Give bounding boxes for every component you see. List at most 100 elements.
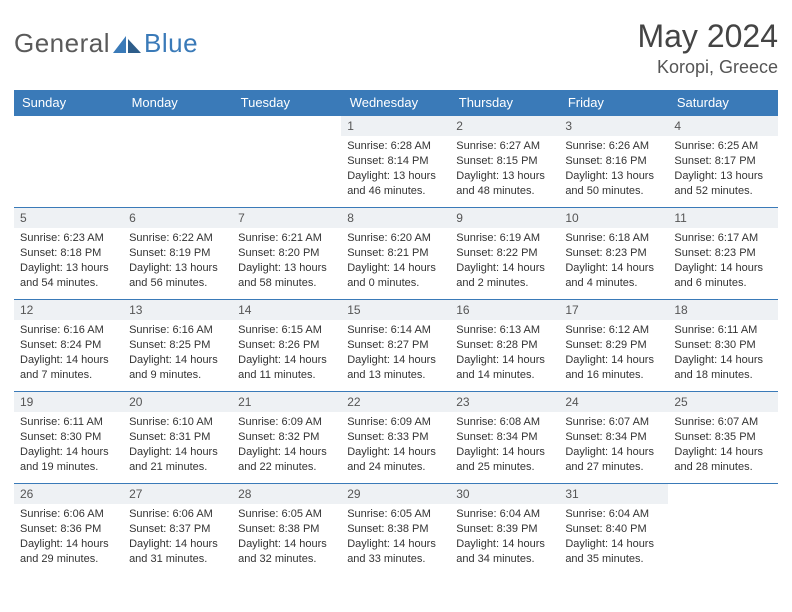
day-info: Sunrise: 6:28 AMSunset: 8:14 PMDaylight:…	[341, 136, 450, 204]
weekday-header: Thursday	[450, 90, 559, 116]
day-number: 12	[14, 300, 123, 320]
day-number: 23	[450, 392, 559, 412]
calendar-cell-empty	[14, 116, 123, 208]
calendar-cell: 27Sunrise: 6:06 AMSunset: 8:37 PMDayligh…	[123, 484, 232, 576]
day-number: 10	[559, 208, 668, 228]
day-info: Sunrise: 6:21 AMSunset: 8:20 PMDaylight:…	[232, 228, 341, 296]
logo-text-a: General	[14, 28, 110, 59]
calendar-row: 26Sunrise: 6:06 AMSunset: 8:36 PMDayligh…	[14, 484, 778, 576]
day-info: Sunrise: 6:09 AMSunset: 8:32 PMDaylight:…	[232, 412, 341, 480]
calendar-cell: 14Sunrise: 6:15 AMSunset: 8:26 PMDayligh…	[232, 300, 341, 392]
day-number: 8	[341, 208, 450, 228]
day-number: 4	[668, 116, 777, 136]
month-title: May 2024	[637, 18, 778, 55]
day-number: 25	[668, 392, 777, 412]
calendar-cell: 6Sunrise: 6:22 AMSunset: 8:19 PMDaylight…	[123, 208, 232, 300]
logo-text-b: Blue	[144, 28, 198, 59]
weekday-header: Saturday	[668, 90, 777, 116]
weekday-header-row: SundayMondayTuesdayWednesdayThursdayFrid…	[14, 90, 778, 116]
calendar-cell: 19Sunrise: 6:11 AMSunset: 8:30 PMDayligh…	[14, 392, 123, 484]
day-number: 20	[123, 392, 232, 412]
logo-triangle-icon	[112, 33, 142, 55]
day-info: Sunrise: 6:22 AMSunset: 8:19 PMDaylight:…	[123, 228, 232, 296]
calendar-cell: 9Sunrise: 6:19 AMSunset: 8:22 PMDaylight…	[450, 208, 559, 300]
day-number: 5	[14, 208, 123, 228]
day-number: 26	[14, 484, 123, 504]
calendar-table: SundayMondayTuesdayWednesdayThursdayFrid…	[14, 90, 778, 576]
calendar-cell: 18Sunrise: 6:11 AMSunset: 8:30 PMDayligh…	[668, 300, 777, 392]
day-number: 11	[668, 208, 777, 228]
calendar-cell: 7Sunrise: 6:21 AMSunset: 8:20 PMDaylight…	[232, 208, 341, 300]
calendar-cell-empty	[668, 484, 777, 576]
day-info: Sunrise: 6:27 AMSunset: 8:15 PMDaylight:…	[450, 136, 559, 204]
calendar-cell: 24Sunrise: 6:07 AMSunset: 8:34 PMDayligh…	[559, 392, 668, 484]
day-number: 28	[232, 484, 341, 504]
day-number: 15	[341, 300, 450, 320]
calendar-cell: 21Sunrise: 6:09 AMSunset: 8:32 PMDayligh…	[232, 392, 341, 484]
day-info: Sunrise: 6:05 AMSunset: 8:38 PMDaylight:…	[341, 504, 450, 572]
calendar-cell: 28Sunrise: 6:05 AMSunset: 8:38 PMDayligh…	[232, 484, 341, 576]
calendar-cell: 25Sunrise: 6:07 AMSunset: 8:35 PMDayligh…	[668, 392, 777, 484]
day-number: 21	[232, 392, 341, 412]
day-info: Sunrise: 6:26 AMSunset: 8:16 PMDaylight:…	[559, 136, 668, 204]
day-info: Sunrise: 6:19 AMSunset: 8:22 PMDaylight:…	[450, 228, 559, 296]
day-info: Sunrise: 6:20 AMSunset: 8:21 PMDaylight:…	[341, 228, 450, 296]
calendar-cell: 3Sunrise: 6:26 AMSunset: 8:16 PMDaylight…	[559, 116, 668, 208]
day-info: Sunrise: 6:18 AMSunset: 8:23 PMDaylight:…	[559, 228, 668, 296]
calendar-row: 12Sunrise: 6:16 AMSunset: 8:24 PMDayligh…	[14, 300, 778, 392]
title-block: May 2024 Koropi, Greece	[637, 18, 778, 78]
day-info: Sunrise: 6:16 AMSunset: 8:24 PMDaylight:…	[14, 320, 123, 388]
day-number: 14	[232, 300, 341, 320]
day-info: Sunrise: 6:11 AMSunset: 8:30 PMDaylight:…	[668, 320, 777, 388]
calendar-cell: 5Sunrise: 6:23 AMSunset: 8:18 PMDaylight…	[14, 208, 123, 300]
day-info: Sunrise: 6:06 AMSunset: 8:36 PMDaylight:…	[14, 504, 123, 572]
calendar-cell: 10Sunrise: 6:18 AMSunset: 8:23 PMDayligh…	[559, 208, 668, 300]
calendar-cell-empty	[232, 116, 341, 208]
day-number: 22	[341, 392, 450, 412]
day-info: Sunrise: 6:15 AMSunset: 8:26 PMDaylight:…	[232, 320, 341, 388]
day-info: Sunrise: 6:08 AMSunset: 8:34 PMDaylight:…	[450, 412, 559, 480]
logo: General Blue	[14, 18, 198, 59]
calendar-cell: 15Sunrise: 6:14 AMSunset: 8:27 PMDayligh…	[341, 300, 450, 392]
day-number: 2	[450, 116, 559, 136]
weekday-header: Wednesday	[341, 90, 450, 116]
calendar-cell: 23Sunrise: 6:08 AMSunset: 8:34 PMDayligh…	[450, 392, 559, 484]
day-info: Sunrise: 6:05 AMSunset: 8:38 PMDaylight:…	[232, 504, 341, 572]
calendar-cell: 4Sunrise: 6:25 AMSunset: 8:17 PMDaylight…	[668, 116, 777, 208]
day-info: Sunrise: 6:11 AMSunset: 8:30 PMDaylight:…	[14, 412, 123, 480]
day-info: Sunrise: 6:10 AMSunset: 8:31 PMDaylight:…	[123, 412, 232, 480]
calendar-cell-empty	[123, 116, 232, 208]
day-info: Sunrise: 6:14 AMSunset: 8:27 PMDaylight:…	[341, 320, 450, 388]
weekday-header: Monday	[123, 90, 232, 116]
day-number: 13	[123, 300, 232, 320]
day-number: 6	[123, 208, 232, 228]
day-info: Sunrise: 6:13 AMSunset: 8:28 PMDaylight:…	[450, 320, 559, 388]
day-info: Sunrise: 6:06 AMSunset: 8:37 PMDaylight:…	[123, 504, 232, 572]
day-info: Sunrise: 6:09 AMSunset: 8:33 PMDaylight:…	[341, 412, 450, 480]
day-info: Sunrise: 6:23 AMSunset: 8:18 PMDaylight:…	[14, 228, 123, 296]
day-info: Sunrise: 6:04 AMSunset: 8:40 PMDaylight:…	[559, 504, 668, 572]
day-number: 29	[341, 484, 450, 504]
calendar-cell: 8Sunrise: 6:20 AMSunset: 8:21 PMDaylight…	[341, 208, 450, 300]
day-info: Sunrise: 6:12 AMSunset: 8:29 PMDaylight:…	[559, 320, 668, 388]
location: Koropi, Greece	[637, 57, 778, 78]
calendar-cell: 2Sunrise: 6:27 AMSunset: 8:15 PMDaylight…	[450, 116, 559, 208]
day-number: 9	[450, 208, 559, 228]
day-number: 7	[232, 208, 341, 228]
calendar-cell: 17Sunrise: 6:12 AMSunset: 8:29 PMDayligh…	[559, 300, 668, 392]
day-number: 30	[450, 484, 559, 504]
calendar-cell: 13Sunrise: 6:16 AMSunset: 8:25 PMDayligh…	[123, 300, 232, 392]
day-number: 19	[14, 392, 123, 412]
day-info: Sunrise: 6:16 AMSunset: 8:25 PMDaylight:…	[123, 320, 232, 388]
day-info: Sunrise: 6:17 AMSunset: 8:23 PMDaylight:…	[668, 228, 777, 296]
day-number: 18	[668, 300, 777, 320]
day-number: 24	[559, 392, 668, 412]
day-info: Sunrise: 6:07 AMSunset: 8:34 PMDaylight:…	[559, 412, 668, 480]
day-info: Sunrise: 6:25 AMSunset: 8:17 PMDaylight:…	[668, 136, 777, 204]
calendar-cell: 30Sunrise: 6:04 AMSunset: 8:39 PMDayligh…	[450, 484, 559, 576]
calendar-cell: 20Sunrise: 6:10 AMSunset: 8:31 PMDayligh…	[123, 392, 232, 484]
day-number: 31	[559, 484, 668, 504]
calendar-body: 1Sunrise: 6:28 AMSunset: 8:14 PMDaylight…	[14, 116, 778, 576]
calendar-row: 19Sunrise: 6:11 AMSunset: 8:30 PMDayligh…	[14, 392, 778, 484]
weekday-header: Friday	[559, 90, 668, 116]
